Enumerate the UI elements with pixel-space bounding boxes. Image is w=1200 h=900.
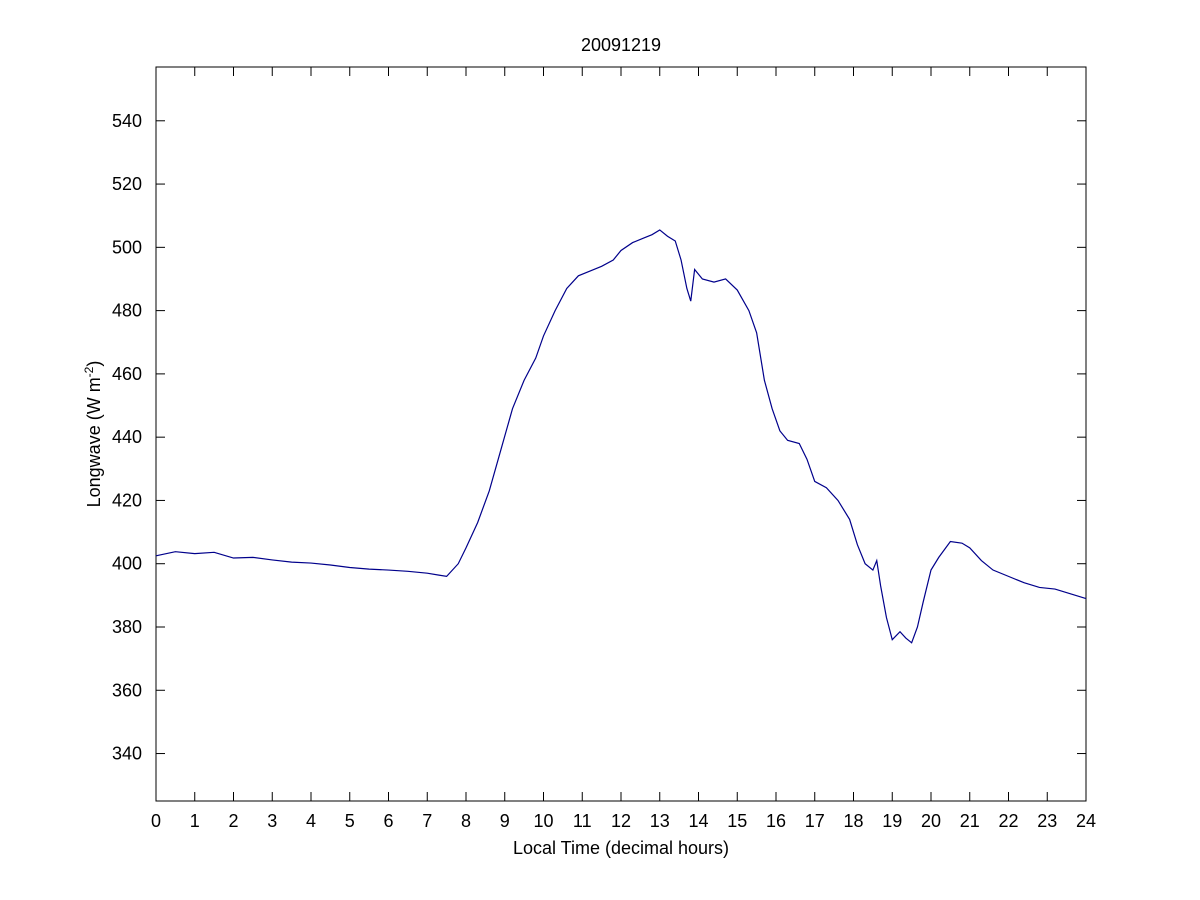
x-tick-label: 6: [383, 811, 393, 831]
x-axis-label: Local Time (decimal hours): [513, 838, 729, 858]
x-tick-label: 2: [228, 811, 238, 831]
axis-ticks: [155, 67, 1087, 801]
x-tick-label: 19: [882, 811, 902, 831]
x-tick-label: 18: [843, 811, 863, 831]
x-tick-label: 1: [190, 811, 200, 831]
x-tick-label: 7: [422, 811, 432, 831]
plot-area: [155, 66, 1087, 802]
x-tick-label: 15: [727, 811, 747, 831]
y-tick-label: 520: [112, 174, 142, 194]
y-tick-label: 360: [112, 680, 142, 700]
x-tick-label: 3: [267, 811, 277, 831]
y-tick-labels: 340 360 380 400 420 440 460 480 500 520 540: [112, 111, 142, 764]
x-tick-label: 24: [1076, 811, 1096, 831]
x-tick-label: 0: [151, 811, 161, 831]
y-axis-label-main: Longwave (W m: [84, 377, 104, 507]
y-tick-label: 420: [112, 490, 142, 510]
x-tick-label: 13: [650, 811, 670, 831]
x-tick-label: 10: [533, 811, 553, 831]
y-tick-label: 540: [112, 111, 142, 131]
x-tick-label: 4: [306, 811, 316, 831]
x-tick-label: 23: [1037, 811, 1057, 831]
y-axis-label: Longwave (W m-2): [82, 361, 104, 508]
y-tick-label: 500: [112, 237, 142, 257]
x-tick-label: 21: [960, 811, 980, 831]
x-tick-label: 22: [998, 811, 1018, 831]
y-axis-label-superscript: -2: [82, 366, 96, 377]
x-tick-label: 8: [461, 811, 471, 831]
chart-title: 20091219: [581, 35, 661, 55]
x-tick-label: 9: [500, 811, 510, 831]
x-tick-label: 20: [921, 811, 941, 831]
y-tick-label: 380: [112, 617, 142, 637]
y-tick-label: 440: [112, 427, 142, 447]
y-tick-label: 480: [112, 301, 142, 321]
x-tick-label: 14: [688, 811, 708, 831]
x-tick-label: 16: [766, 811, 786, 831]
x-tick-label: 5: [345, 811, 355, 831]
x-tick-label: 12: [611, 811, 631, 831]
y-tick-label: 340: [112, 744, 142, 764]
y-axis-label-close: ): [84, 361, 104, 367]
y-tick-label: 400: [112, 554, 142, 574]
x-tick-labels: 0 1 2 3 4 5 6 7 8 9 10 11 12 13 14 15 16 17 18 19 20 21 22 23 24: [151, 811, 1096, 831]
x-tick-label: 11: [573, 811, 592, 831]
longwave-series-line: [155, 229, 1087, 644]
x-tick-label: 17: [805, 811, 825, 831]
y-tick-label: 460: [112, 364, 142, 384]
